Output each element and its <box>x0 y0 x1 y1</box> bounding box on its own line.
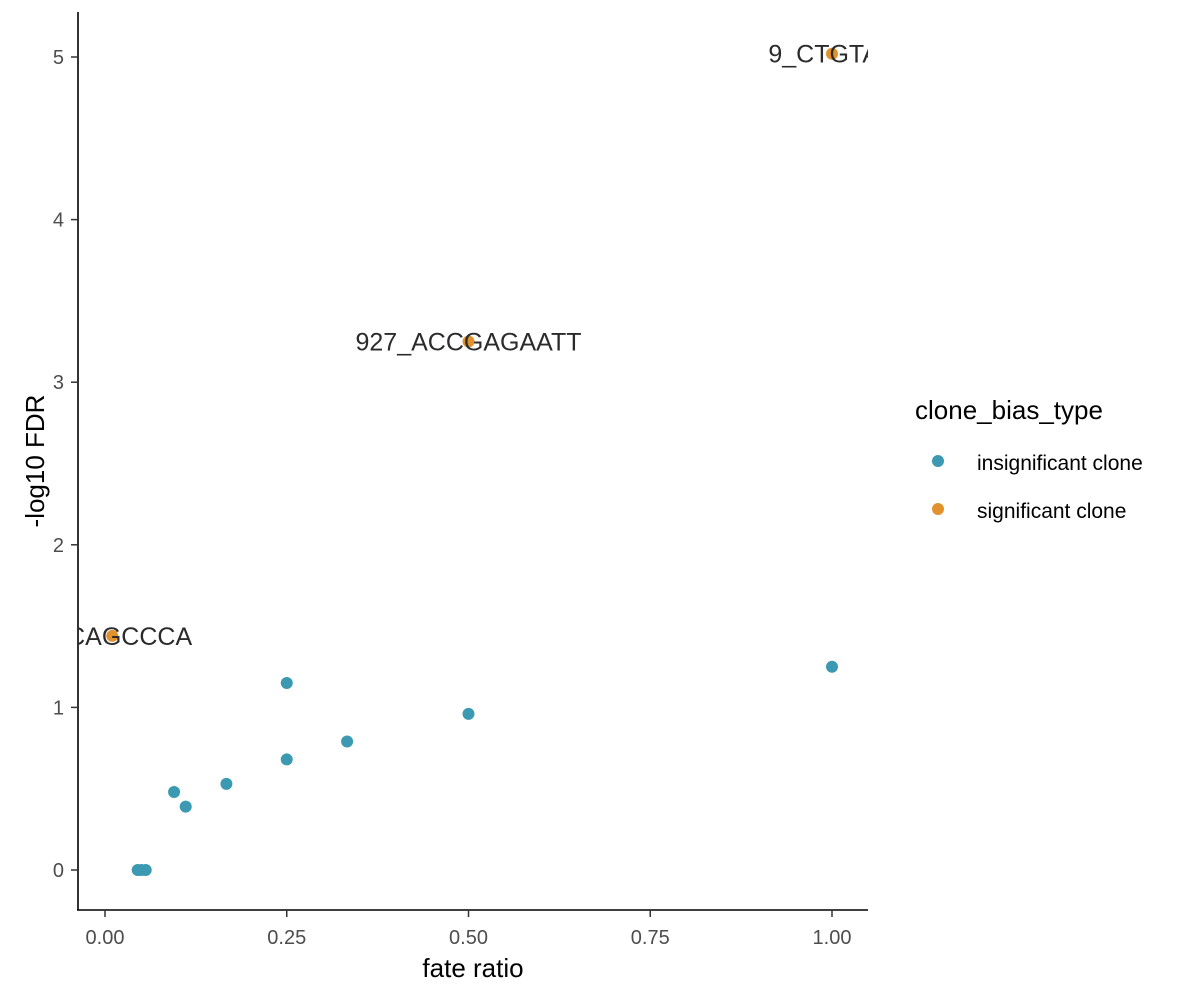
insignificant-clone-point <box>139 864 152 876</box>
x-tick-label: 1.00 <box>813 927 852 949</box>
point-label: CACAGCCCA <box>32 623 192 651</box>
y-tick-label: 2 <box>53 535 64 557</box>
x-axis-ticks: 0.00 0.25 0.50 0.75 1.00 <box>86 910 852 949</box>
significant-clone-point <box>462 335 475 348</box>
x-tick-label: 0.50 <box>449 927 488 949</box>
y-tick-label: 5 <box>53 47 64 69</box>
insignificant-clone-point <box>826 660 838 673</box>
legend-key-insignificant <box>932 455 944 467</box>
y-axis-title: -log10 FDR <box>20 395 50 528</box>
x-axis-title: fate ratio <box>422 953 523 983</box>
insignificant-clone-point <box>280 677 293 690</box>
insignificant-clone-point <box>220 777 233 790</box>
x-tick-label: 0.75 <box>631 927 670 949</box>
y-tick-label: 4 <box>53 210 64 232</box>
point-label: 927_ACCGAGAATT <box>355 329 581 357</box>
legend-title: clone_bias_type <box>915 395 1103 425</box>
insignificant-clone-point <box>168 785 181 798</box>
y-tick-label: 0 <box>53 860 64 882</box>
insignificant-clone-point <box>280 753 293 766</box>
significant-clone-point <box>106 629 119 642</box>
legend-key-significant <box>932 503 944 515</box>
points-layer: CACAGCCCA 927_ACCGAGAATT 9_CTGTAA <box>32 41 896 876</box>
legend: clone_bias_type insignificant clone sign… <box>915 395 1143 523</box>
y-tick-label: 1 <box>53 697 64 719</box>
x-tick-label: 0.00 <box>86 927 125 949</box>
y-tick-label: 3 <box>53 372 64 394</box>
y-axis-ticks: 0 1 2 3 4 5 <box>53 47 78 882</box>
legend-label-insignificant: insignificant clone <box>977 452 1143 475</box>
significant-clone-point <box>826 47 838 60</box>
insignificant-clone-point <box>179 800 192 813</box>
insignificant-clone-point <box>462 707 475 720</box>
x-tick-label: 0.25 <box>267 927 306 949</box>
point-label: 9_CTGTAA <box>768 41 896 69</box>
insignificant-clone-point <box>341 735 354 748</box>
legend-label-significant: significant clone <box>977 500 1126 523</box>
